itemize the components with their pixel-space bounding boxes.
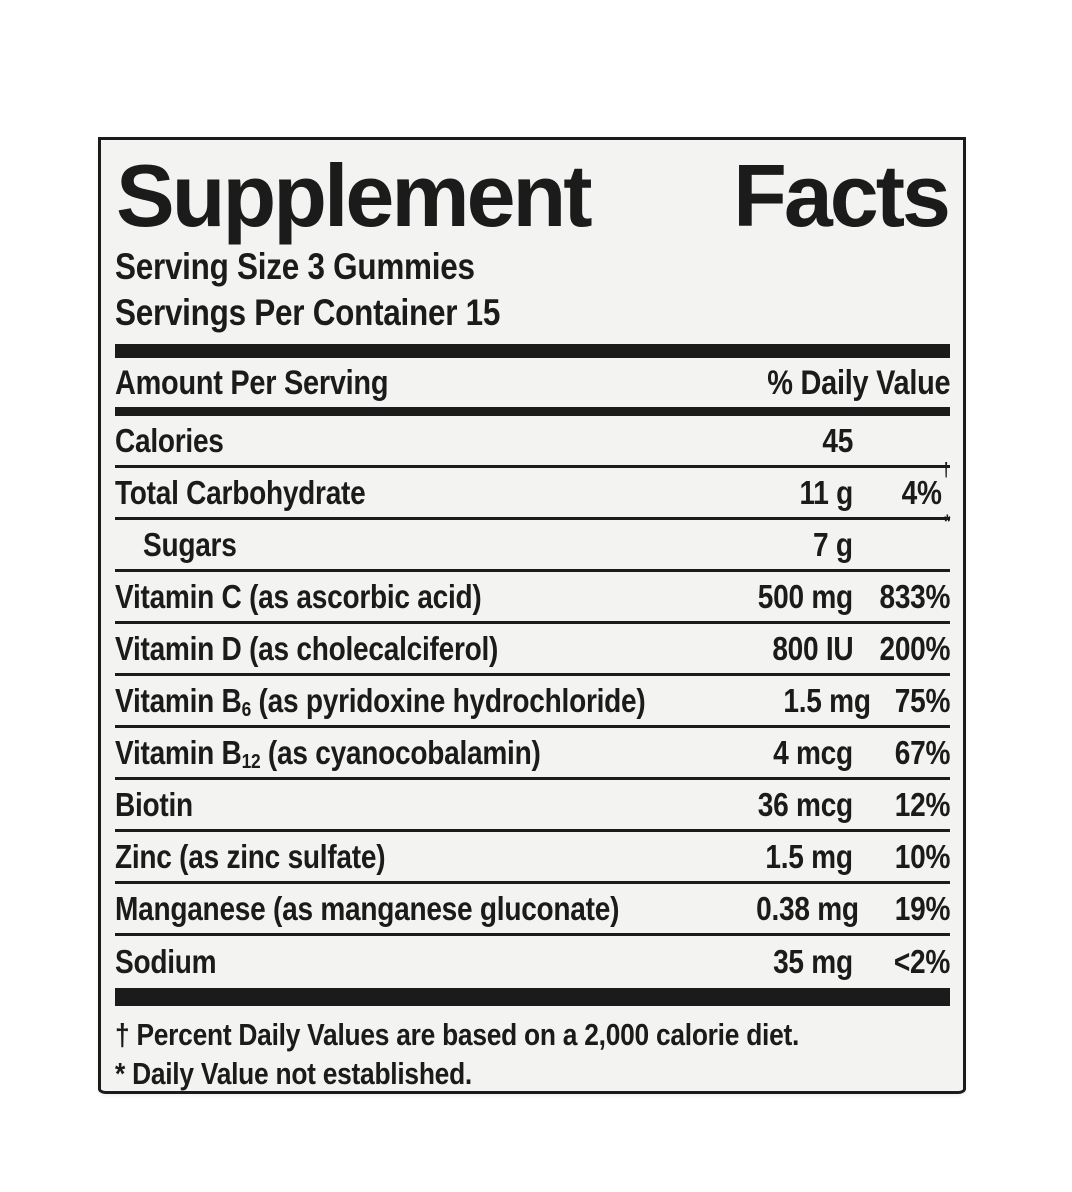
panel-title-word-2: Facts (733, 146, 951, 245)
nutrient-amount: 36 mcg (757, 785, 853, 823)
nutrient-amount: 7 g (813, 525, 853, 563)
row-sodium: Sodium 35 mg <2% (115, 936, 950, 988)
facts-rows: Calories 45 Total Carbohydrate 11 g 4%† Sugar… (115, 416, 950, 988)
nutrient-name: Vitamin C (as ascorbic acid) (115, 577, 482, 615)
panel-title-word-1: Supplement (116, 146, 593, 245)
nutrient-amount: 1.5 mg (765, 837, 854, 875)
divider-thick-top (115, 344, 950, 358)
nutrient-daily-value: 75% (894, 681, 951, 719)
nutrient-name: Vitamin B6 (as pyridoxine hydrochloride) (115, 681, 646, 721)
nutrient-name: Manganese (as manganese gluconate) (115, 889, 620, 927)
nutrient-daily-value: 19% (894, 889, 951, 927)
footnotes: † Percent Daily Values are based on a 2,… (115, 1006, 950, 1092)
nutrient-daily-value: 10% (894, 837, 951, 875)
row-sugars: Sugars 7 g * (115, 512, 950, 572)
nutrient-name: Sodium (115, 943, 217, 980)
nutrient-amount: 500 mg (757, 577, 853, 615)
nutrient-daily-value: 4%† (901, 460, 950, 511)
divider-medium-header (115, 407, 950, 416)
row-manganese: Manganese (as manganese gluconate) 0.38 m… (115, 884, 950, 936)
daily-value-header: % Daily Value (766, 364, 950, 402)
row-calories: Calories 45 (115, 416, 950, 468)
nutrient-amount: 45 (822, 421, 853, 459)
footnote-2: * Daily Value not established. (115, 1056, 472, 1092)
nutrient-name: Vitamin D (as cholecalciferol) (115, 629, 499, 667)
amount-per-serving-header: Amount Per Serving (115, 364, 389, 402)
serving-info: Serving Size 3 Gummies Servings Per Cont… (115, 244, 950, 335)
supplement-facts-panel: Supplement Facts Serving Size 3 Gummies … (98, 137, 966, 1094)
nutrient-name: Sugars (143, 525, 237, 563)
nutrient-amount: 11 g (799, 473, 853, 511)
divider-thick-bottom (115, 988, 950, 1006)
nutrient-daily-value: 200% (879, 629, 950, 667)
row-total-carbohydrate: Total Carbohydrate 11 g 4%† (115, 460, 950, 520)
nutrient-amount: 35 mg (773, 943, 853, 980)
nutrient-name: Zinc (as zinc sulfate) (115, 837, 386, 875)
nutrient-amount: 4 mcg (773, 733, 853, 771)
nutrient-daily-value: <2% (893, 943, 950, 980)
servings-per-container-line: Servings Per Container 15 (115, 291, 501, 333)
row-vitamin-c: Vitamin C (as ascorbic acid) 500 mg 833% (115, 572, 950, 624)
nutrient-daily-value: 67% (894, 733, 951, 771)
row-vitamin-b12: Vitamin B12 (as cyanocobalamin) 4 mcg 67% (115, 728, 950, 780)
row-vitamin-d: Vitamin D (as cholecalciferol) 800 IU 200% (115, 624, 950, 676)
column-header-row: Amount Per Serving % Daily Value (115, 358, 950, 407)
nutrient-name: Biotin (115, 785, 193, 823)
row-biotin: Biotin 36 mcg 12% (115, 780, 950, 832)
nutrient-amount: 0.38 mg (756, 889, 859, 927)
panel-title: Supplement Facts (115, 148, 951, 240)
nutrient-amount: 800 IU (771, 629, 853, 667)
nutrient-daily-value: * (943, 512, 950, 534)
row-vitamin-b6: Vitamin B6 (as pyridoxine hydrochloride)… (115, 676, 950, 728)
footnote-1: † Percent Daily Values are based on a 2,… (115, 1017, 800, 1052)
nutrient-daily-value: 12% (894, 785, 951, 823)
nutrient-amount: 1.5 mg (783, 681, 871, 719)
nutrient-name: Calories (115, 421, 224, 459)
serving-size-line: Serving Size 3 Gummies (115, 246, 475, 287)
nutrient-daily-value: 833% (879, 577, 950, 615)
nutrient-name: Vitamin B12 (as cyanocobalamin) (115, 733, 541, 773)
nutrient-daily-value (853, 422, 950, 460)
nutrient-name: Total Carbohydrate (115, 473, 366, 511)
row-zinc: Zinc (as zinc sulfate) 1.5 mg 10% (115, 832, 950, 884)
